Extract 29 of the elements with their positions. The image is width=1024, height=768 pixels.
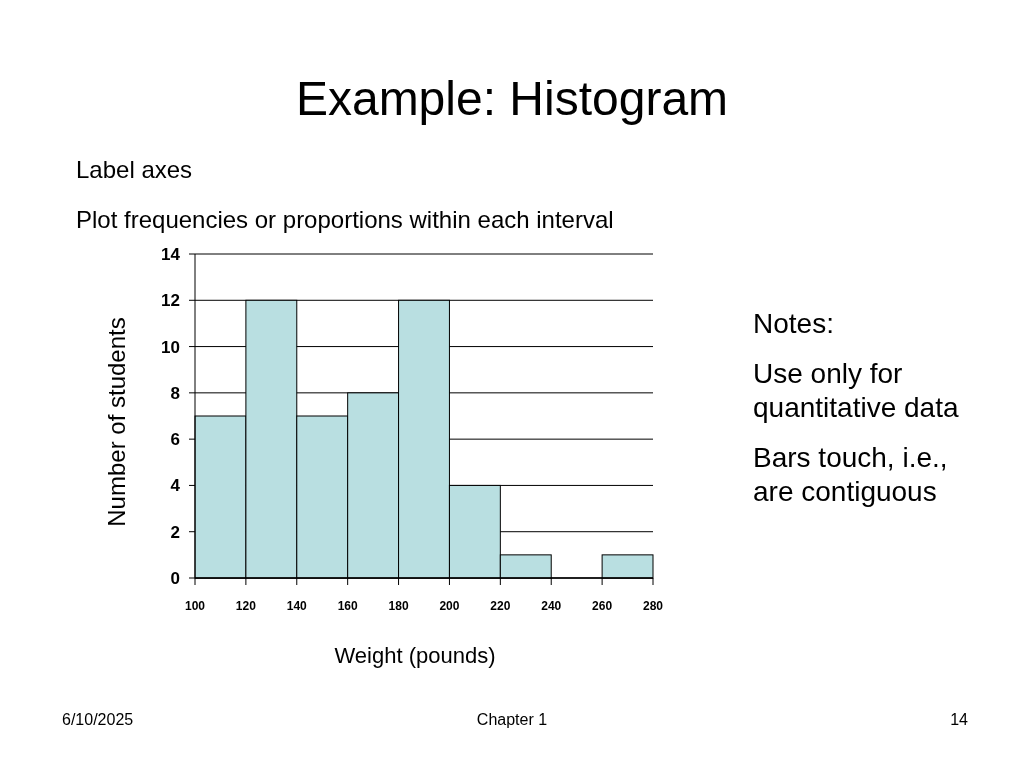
chart-title: Example: Histogram [295, 72, 729, 125]
text: Label axes [76, 156, 193, 183]
text: Notes: [753, 308, 834, 339]
text: Chapter 1 [476, 711, 548, 728]
x-tick-label: 180 [388, 599, 409, 613]
text: 14 [950, 711, 969, 728]
x-axis-title: Weight (pounds) [334, 643, 496, 668]
text: Bars touch, i.e., are contiguous [753, 442, 948, 507]
x-tick-label: 240 [541, 599, 562, 613]
y-axis-title: Number of students [103, 317, 130, 527]
x-tick-label: 140 [286, 599, 308, 613]
text: Plot frequencies or proportions within each interval [76, 206, 614, 233]
x-tick-label: 220 [490, 599, 511, 613]
y-tick-label: 2 [170, 522, 180, 542]
x-tick-label: 280 [642, 599, 664, 613]
y-tick-label: 4 [170, 476, 181, 496]
x-tick-label: 260 [592, 599, 613, 613]
y-tick-label: 8 [170, 383, 180, 403]
text: 6/10/2025 [62, 711, 134, 728]
y-tick-label: 6 [170, 430, 180, 450]
x-tick-label: 120 [235, 599, 257, 613]
y-tick-label: 0 [170, 568, 180, 588]
text: Use only for quantitative data [753, 358, 959, 423]
y-tick-label: 10 [161, 337, 180, 357]
y-tick-label: 14 [161, 244, 181, 264]
y-tick-label: 12 [161, 291, 180, 311]
x-tick-label: 200 [439, 599, 460, 613]
x-tick-label: 100 [184, 599, 206, 613]
x-tick-label: 160 [337, 599, 358, 613]
